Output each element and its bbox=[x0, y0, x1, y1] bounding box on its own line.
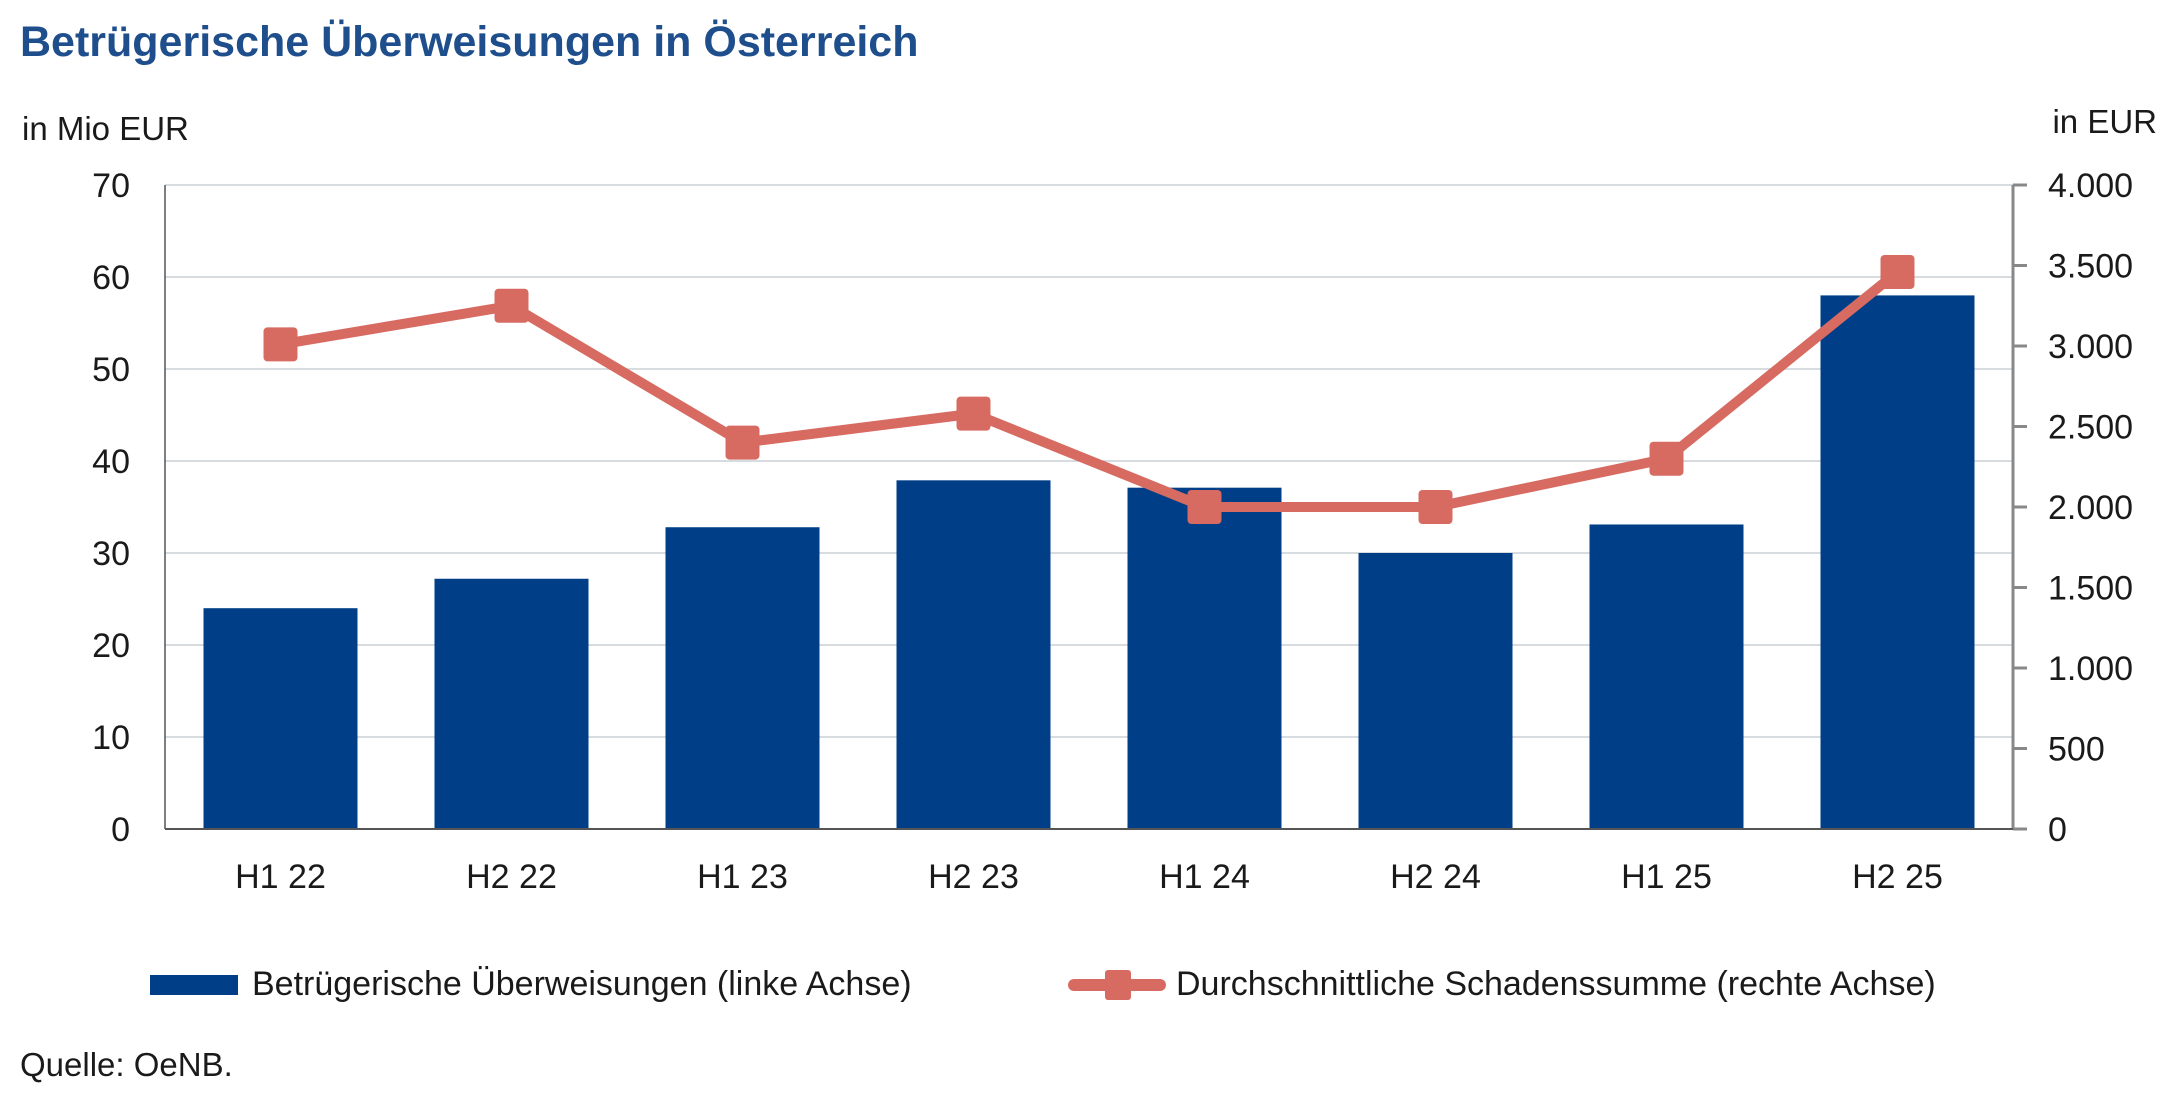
x-axis-tick-label: H1 25 bbox=[1621, 858, 1712, 896]
chart-title: Betrügerische Überweisungen in Österreic… bbox=[20, 18, 919, 66]
line-point bbox=[1418, 490, 1453, 524]
bar bbox=[434, 578, 589, 829]
line-point bbox=[1649, 441, 1684, 476]
right-axis-tick-label: 2.500 bbox=[2048, 409, 2133, 447]
left-axis-tick-label: 70 bbox=[92, 167, 130, 205]
legend-line-swatch bbox=[1068, 969, 1166, 1000]
left-axis-tick-label: 50 bbox=[92, 351, 130, 389]
right-axis-tick-label: 3.000 bbox=[2048, 328, 2133, 366]
bar bbox=[1820, 295, 1975, 829]
bar bbox=[203, 608, 358, 829]
line-point bbox=[494, 288, 529, 323]
line-series bbox=[275, 266, 1903, 512]
line-point bbox=[1187, 490, 1222, 524]
x-axis-tick-label: H2 23 bbox=[928, 858, 1019, 896]
line-point bbox=[725, 425, 760, 460]
x-axis-tick-label: H1 22 bbox=[235, 858, 326, 896]
line-point bbox=[1880, 254, 1915, 289]
bar bbox=[896, 480, 1051, 829]
bar bbox=[1589, 524, 1744, 829]
right-axis-unit: in EUR bbox=[2052, 103, 2157, 140]
left-axis-tick-label: 30 bbox=[92, 535, 130, 573]
line-point bbox=[956, 396, 991, 431]
x-axis-tick-label: H2 22 bbox=[466, 858, 557, 896]
line-point bbox=[263, 327, 298, 362]
x-axis-tick-label: H1 23 bbox=[697, 858, 788, 896]
x-axis-tick-label: H2 25 bbox=[1852, 858, 1943, 896]
right-axis-tick-label: 2.000 bbox=[2048, 489, 2133, 527]
left-axis-tick-label: 60 bbox=[92, 259, 130, 297]
legend-item-bars: Betrügerische Überweisungen (linke Achse… bbox=[150, 965, 912, 1004]
right-axis-tick-label: 4.000 bbox=[2048, 167, 2133, 205]
left-axis-tick-label: 10 bbox=[92, 719, 130, 757]
left-axis-unit: in Mio EUR bbox=[22, 110, 189, 147]
left-axis-tick-label: 20 bbox=[92, 627, 130, 665]
right-axis-tick-label: 1.500 bbox=[2048, 570, 2133, 608]
bar bbox=[1358, 553, 1513, 829]
x-axis-tick-label: H2 24 bbox=[1390, 858, 1481, 896]
legend-bar-label: Betrügerische Überweisungen (linke Achse… bbox=[252, 965, 912, 1003]
right-axis-tick-label: 500 bbox=[2048, 731, 2105, 769]
source-note: Quelle: OeNB. bbox=[20, 1046, 233, 1083]
bar bbox=[665, 527, 820, 829]
right-axis-tick-label: 1.000 bbox=[2048, 650, 2133, 688]
legend-bar-swatch bbox=[150, 974, 238, 995]
legend-item-line: Durchschnittliche Schadenssumme (rechte … bbox=[1068, 965, 1936, 1004]
legend-line-label: Durchschnittliche Schadenssumme (rechte … bbox=[1176, 965, 1936, 1003]
right-axis-tick-label: 0 bbox=[2048, 811, 2067, 849]
left-axis-tick-label: 0 bbox=[111, 811, 130, 849]
x-axis-tick-label: H1 24 bbox=[1159, 858, 1250, 896]
right-axis-tick-label: 3.500 bbox=[2048, 248, 2133, 286]
bar bbox=[1127, 487, 1282, 829]
legend: Betrügerische Überweisungen (linke Achse… bbox=[0, 965, 2179, 1015]
left-axis-tick-label: 40 bbox=[92, 443, 130, 481]
